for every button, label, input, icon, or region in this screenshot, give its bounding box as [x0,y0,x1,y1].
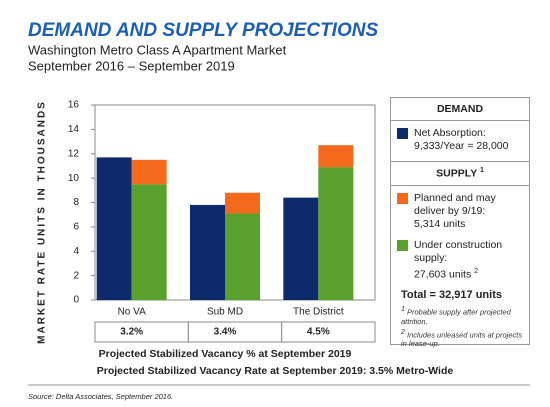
bar [96,157,132,300]
legend-label: Planned and may deliver by 9/19: [414,191,496,217]
vacancy-cell [281,321,376,343]
footnote-mark: 2 [474,267,479,275]
bar [225,192,260,214]
y-tick-label: 14 [68,124,80,135]
bar [190,204,225,300]
bar [318,145,354,168]
legend-item: Under construction supply: 27,603 units 2 [391,233,529,284]
bar [131,159,167,185]
footnote-mark: 1 [401,306,405,313]
legend-total: Total = 32,917 units [401,289,502,301]
y-tick-label: 8 [73,197,79,208]
legend-label: Under construction supply: [414,238,503,264]
legend-detail: 27,603 units [414,268,472,280]
legend-label: Net Absorption: [414,127,486,139]
vacancy-value: 3.2% [120,327,143,338]
legend-item: Net Absorption: 9,333/Year = 28,000 [391,121,529,155]
chart-title: DEMAND AND SUPPLY PROJECTIONS [28,20,378,41]
legend-swatch [397,128,408,139]
y-tick-label: 6 [73,222,79,233]
y-tick-label: 0 [73,295,79,306]
y-tick-label: 4 [73,246,79,257]
legend-detail: 9,333/Year = 28,000 [414,140,509,152]
y-axis-label: MARKET RATE UNITS IN THOUSANDS [37,100,48,344]
footnote-text: Includes unleased units at projects in l… [401,330,523,348]
vacancy-caption: Projected Stabilized Vacancy % at Septem… [99,348,352,360]
y-tick-label: 16 [68,100,80,111]
x-tick-label: Sub MD [207,307,243,318]
legend-swatch [397,192,408,204]
subtitle: September 2016 – September 2019 [28,58,235,73]
bar [131,184,167,300]
footnote-text: Probable supply after projected attritio… [401,307,511,326]
metro-wide-note: Projected Stabilized Vacancy Rate at Sep… [97,365,454,377]
legend-heading: SUPPLY 1 [391,161,529,186]
x-tick-label: No VA [118,307,146,318]
legend-swatch [397,239,408,251]
legend-text: Under construction supply: 27,603 units 2 [414,239,523,282]
footnote: 1 Probable supply after projected attrit… [391,305,529,328]
bar [318,167,354,300]
footnote: 2 Includes unleased units at projects in… [391,328,529,351]
y-tick-label: 12 [68,148,80,159]
footnote-mark: 1 [479,167,484,174]
y-tick-label: 10 [68,173,80,184]
y-tick-label: 2 [73,270,79,281]
bar [225,213,260,300]
legend: DEMAND Net Absorption: 9,333/Year = 28,00… [390,97,530,348]
bar [283,197,319,300]
source: Source: Delta Associates, September 2016… [28,392,173,401]
legend-heading-text: SUPPLY [436,167,478,180]
vacancy-value: 4.5% [307,327,330,338]
legend-text: Planned and may deliver by 9/19: 5,314 un… [414,192,523,231]
footnote-mark: 2 [401,328,405,336]
vacancy-value: 3.4% [214,327,237,338]
legend-detail: 5,314 units [414,217,466,230]
legend-heading: DEMAND [391,98,529,121]
legend-item: Planned and may deliver by 9/19: 5,314 un… [391,186,529,233]
x-tick-label: The District [293,307,344,318]
legend-text: Net Absorption: 9,333/Year = 28,000 [414,127,509,153]
subtitle: Washington Metro Class A Apartment Marke… [28,42,287,57]
